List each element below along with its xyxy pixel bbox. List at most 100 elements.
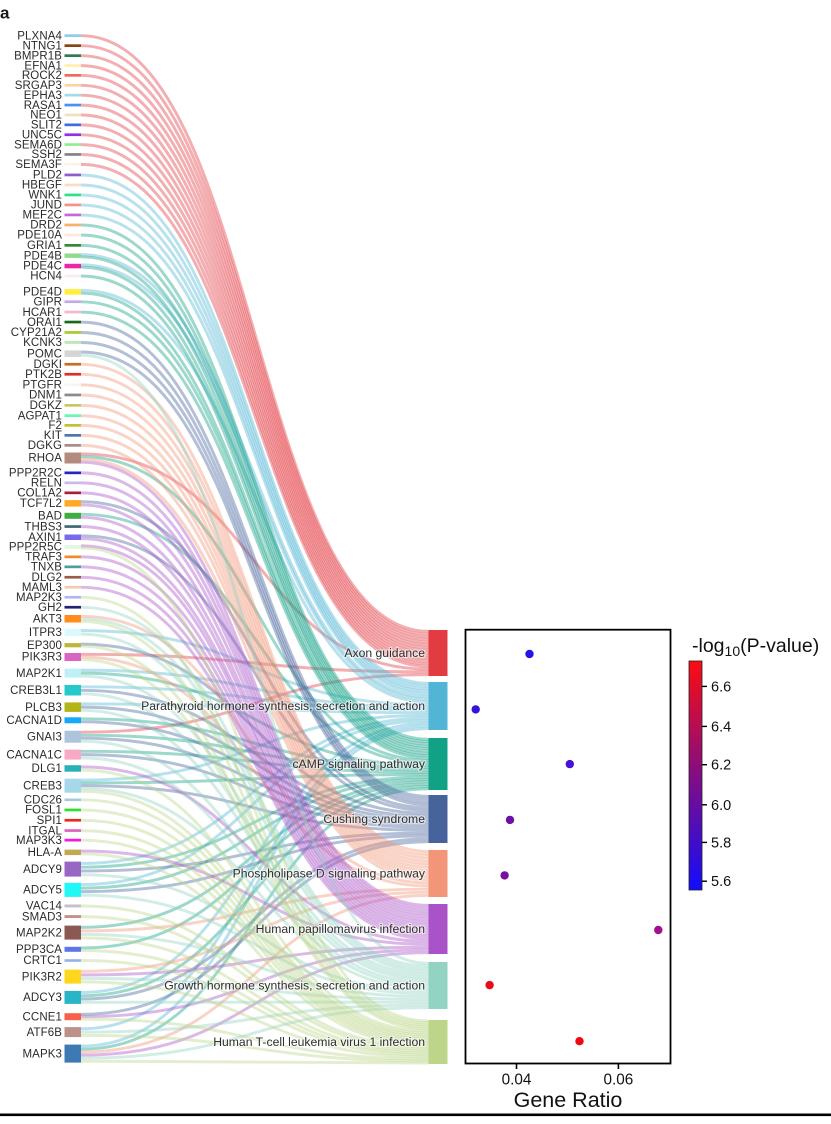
svg-text:PLCB3: PLCB3 <box>25 702 62 714</box>
svg-text:RHOA: RHOA <box>28 453 62 465</box>
svg-text:-log10(P-value): -log10(P-value) <box>692 635 819 659</box>
svg-text:DLG2: DLG2 <box>32 572 62 584</box>
svg-text:Phospholipase D signaling path: Phospholipase D signaling pathway <box>233 867 426 881</box>
svg-text:NEO1: NEO1 <box>30 110 62 122</box>
svg-text:MAML3: MAML3 <box>22 582 62 594</box>
svg-text:MAP2K1: MAP2K1 <box>16 668 62 680</box>
svg-text:KCNK3: KCNK3 <box>23 337 62 349</box>
svg-text:THBS3: THBS3 <box>24 521 62 533</box>
svg-text:COL1A2: COL1A2 <box>17 488 62 500</box>
svg-text:EPHA3: EPHA3 <box>24 90 62 102</box>
svg-text:cAMP signaling pathway: cAMP signaling pathway <box>292 757 425 771</box>
svg-text:Human T-cell leukemia virus 1: Human T-cell leukemia virus 1 infection <box>213 1035 425 1049</box>
svg-text:MAP2K3: MAP2K3 <box>16 592 62 604</box>
svg-text:GIPR: GIPR <box>33 297 62 309</box>
svg-text:PIK3R3: PIK3R3 <box>22 652 62 664</box>
svg-text:SMAD3: SMAD3 <box>22 911 62 923</box>
svg-text:CDC26: CDC26 <box>24 795 62 807</box>
svg-text:AXIN1: AXIN1 <box>28 532 62 544</box>
svg-text:PDE4B: PDE4B <box>24 250 62 262</box>
svg-text:SRGAP3: SRGAP3 <box>15 80 62 92</box>
svg-text:PPP2R5C: PPP2R5C <box>9 542 62 554</box>
svg-text:Parathyroid hormone synthesis,: Parathyroid hormone synthesis, secretion… <box>141 699 425 713</box>
svg-text:SEMA3F: SEMA3F <box>15 159 62 171</box>
svg-text:HCAR1: HCAR1 <box>23 307 62 319</box>
svg-text:ADCY9: ADCY9 <box>23 864 62 876</box>
svg-text:MAP2K2: MAP2K2 <box>16 927 62 939</box>
svg-text:Cushing syndrome: Cushing syndrome <box>323 812 425 826</box>
svg-text:RASA1: RASA1 <box>24 100 62 112</box>
svg-text:BMPR1B: BMPR1B <box>14 50 62 62</box>
svg-text:6.2: 6.2 <box>711 758 731 774</box>
svg-text:AGPAT1: AGPAT1 <box>18 410 62 422</box>
svg-text:Axon guidance: Axon guidance <box>344 646 425 660</box>
svg-text:HLA-A: HLA-A <box>28 847 63 859</box>
svg-text:MAP3K3: MAP3K3 <box>16 835 62 847</box>
svg-text:6.6: 6.6 <box>711 679 731 695</box>
svg-text:CACNA1D: CACNA1D <box>6 715 62 727</box>
svg-text:POMC: POMC <box>27 348 62 360</box>
svg-text:FOSL1: FOSL1 <box>25 805 62 817</box>
svg-text:AKT3: AKT3 <box>33 614 62 626</box>
svg-text:Gene Ratio: Gene Ratio <box>514 1088 623 1112</box>
svg-text:VAC14: VAC14 <box>26 901 63 913</box>
svg-text:CYP21A2: CYP21A2 <box>11 327 62 339</box>
svg-text:GRIA1: GRIA1 <box>27 240 62 252</box>
svg-text:0.06: 0.06 <box>604 1072 634 1089</box>
svg-text:6.4: 6.4 <box>711 719 731 735</box>
svg-text:0.04: 0.04 <box>502 1072 532 1089</box>
svg-text:6.0: 6.0 <box>711 798 731 814</box>
svg-text:GNAI3: GNAI3 <box>27 731 62 743</box>
svg-text:UNC5C: UNC5C <box>22 130 62 142</box>
svg-text:JUND: JUND <box>31 200 62 212</box>
svg-text:PLD2: PLD2 <box>33 170 62 182</box>
svg-text:RELN: RELN <box>31 478 62 490</box>
svg-text:PPP3CA: PPP3CA <box>16 944 62 956</box>
svg-text:KIT: KIT <box>44 430 62 442</box>
svg-text:TRAF3: TRAF3 <box>25 552 62 564</box>
svg-text:PIK3R2: PIK3R2 <box>22 971 62 983</box>
svg-text:DGKI: DGKI <box>33 359 62 371</box>
svg-text:ADCY3: ADCY3 <box>23 992 62 1004</box>
svg-text:ATF6B: ATF6B <box>27 1027 63 1039</box>
svg-text:PLXNA4: PLXNA4 <box>17 30 62 42</box>
svg-text:5.8: 5.8 <box>711 835 731 851</box>
svg-text:PPP2R2C: PPP2R2C <box>9 468 62 480</box>
svg-text:DRD2: DRD2 <box>30 220 62 232</box>
svg-text:ITGAL: ITGAL <box>28 825 62 837</box>
svg-text:DNM1: DNM1 <box>29 390 62 402</box>
svg-text:ROCK2: ROCK2 <box>22 70 62 82</box>
svg-text:MEF2C: MEF2C <box>23 210 62 222</box>
svg-text:CACNA1C: CACNA1C <box>6 749 62 761</box>
svg-text:CCNE1: CCNE1 <box>23 1011 62 1023</box>
svg-text:WNK1: WNK1 <box>28 190 62 202</box>
svg-text:a: a <box>0 4 10 23</box>
svg-text:PDE10A: PDE10A <box>17 230 62 242</box>
svg-text:Human papillomavirus infection: Human papillomavirus infection <box>256 922 425 936</box>
svg-text:Growth hormone synthesis, secr: Growth hormone synthesis, secretion and … <box>164 979 425 993</box>
svg-text:DLG1: DLG1 <box>32 763 62 775</box>
svg-text:SEMA6D: SEMA6D <box>14 139 62 151</box>
svg-text:ADCY5: ADCY5 <box>23 885 62 897</box>
svg-text:ITPR3: ITPR3 <box>29 627 62 639</box>
svg-text:MAPK3: MAPK3 <box>23 1048 63 1060</box>
svg-text:TCF7L2: TCF7L2 <box>20 498 62 510</box>
svg-text:PTK2B: PTK2B <box>25 369 62 381</box>
svg-text:PDE4C: PDE4C <box>23 261 62 273</box>
svg-text:SSH2: SSH2 <box>32 149 62 161</box>
svg-text:EFNA1: EFNA1 <box>24 60 62 72</box>
svg-text:PDE4D: PDE4D <box>23 287 62 299</box>
svg-text:F2: F2 <box>48 420 62 432</box>
svg-text:TNXB: TNXB <box>31 562 62 574</box>
svg-text:NTNG1: NTNG1 <box>23 40 62 52</box>
svg-text:CREB3: CREB3 <box>23 780 62 792</box>
svg-text:DGKG: DGKG <box>28 440 62 452</box>
svg-text:CREB3L1: CREB3L1 <box>10 685 62 697</box>
svg-text:HBEGF: HBEGF <box>22 180 62 192</box>
svg-text:CRTC1: CRTC1 <box>23 955 62 967</box>
svg-text:5.6: 5.6 <box>711 874 731 890</box>
svg-text:DGKZ: DGKZ <box>30 400 62 412</box>
svg-text:SPI1: SPI1 <box>37 815 62 827</box>
svg-text:GH2: GH2 <box>38 602 62 614</box>
svg-text:ORAI1: ORAI1 <box>27 317 62 329</box>
